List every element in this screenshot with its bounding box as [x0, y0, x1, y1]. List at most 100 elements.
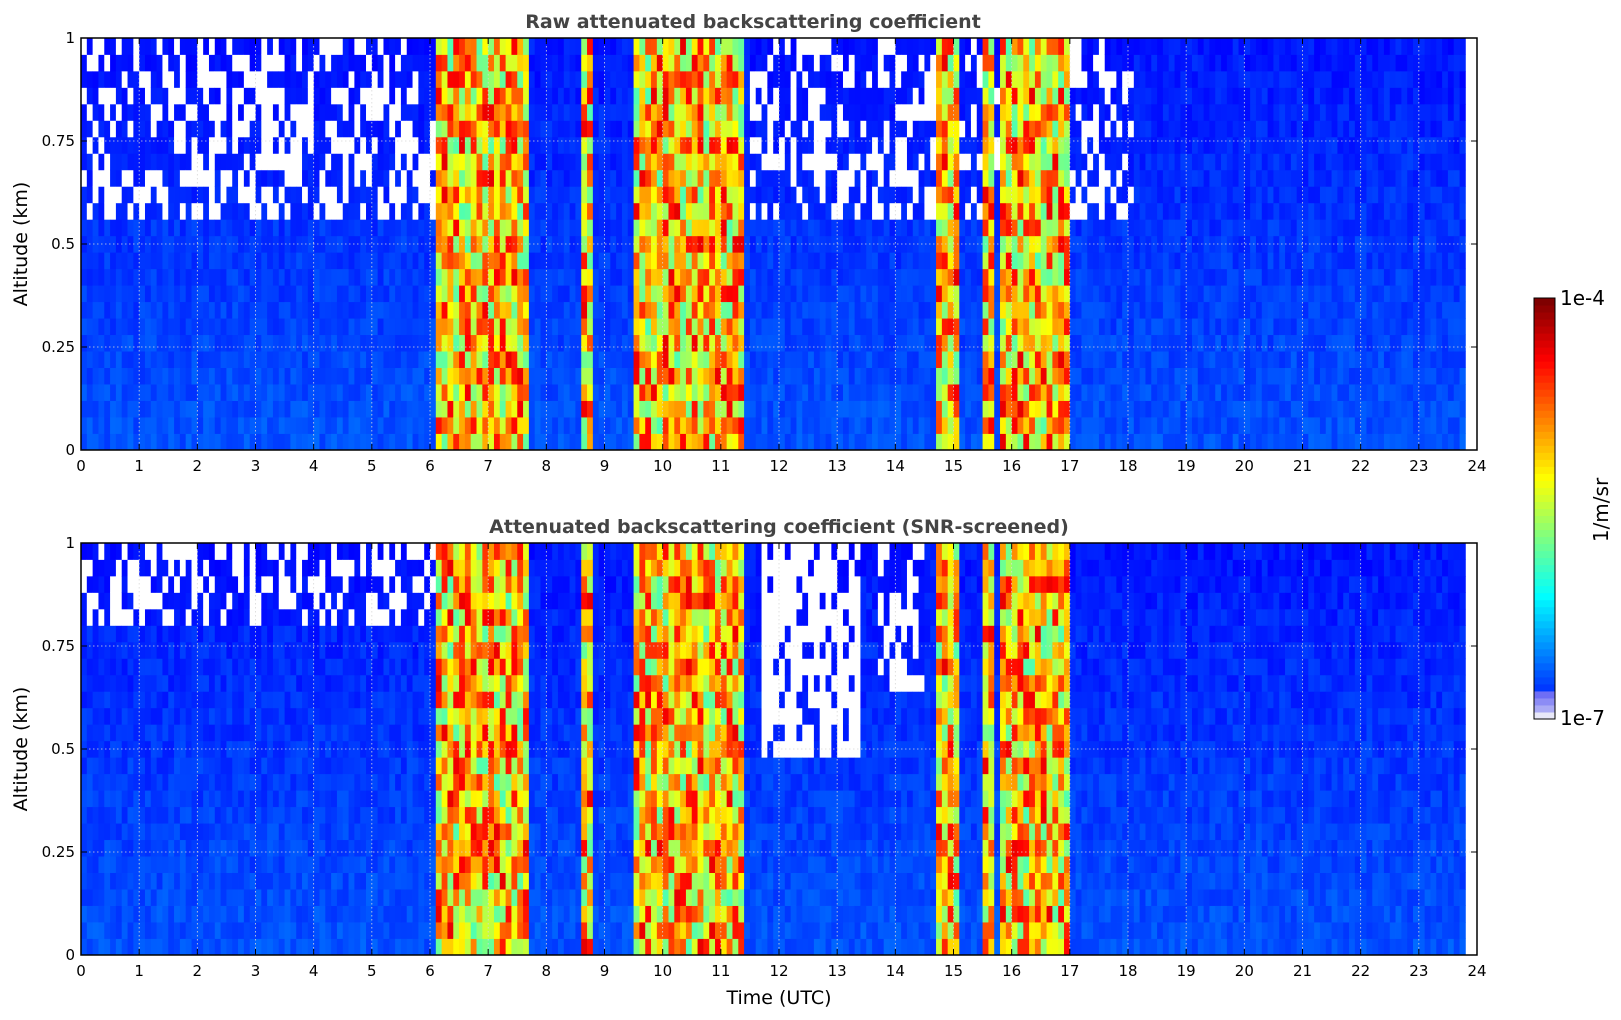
heatmap-cell	[645, 334, 652, 352]
heatmap-cell	[1064, 433, 1071, 451]
heatmap-cell	[377, 54, 384, 72]
heatmap-cell	[162, 103, 169, 121]
heatmap-cell	[1116, 400, 1123, 418]
heatmap-cell	[139, 268, 146, 286]
heatmap-cell	[1221, 334, 1228, 352]
heatmap-cell	[476, 38, 483, 55]
heatmap-cell	[139, 103, 146, 121]
heatmap-cell	[1069, 301, 1077, 319]
heatmap-cell	[697, 367, 704, 385]
heatmap-cell	[540, 38, 547, 55]
heatmap-cell	[1238, 351, 1245, 368]
heatmap-cell	[412, 169, 419, 187]
heatmap-cell	[976, 301, 983, 319]
heatmap-cell	[1226, 120, 1234, 138]
heatmap-cell	[336, 219, 344, 237]
heatmap-cell	[842, 54, 850, 72]
heatmap-cell	[697, 268, 704, 286]
heatmap-cell	[267, 252, 274, 270]
heatmap-cell	[1157, 120, 1164, 138]
heatmap-cell	[802, 400, 809, 418]
heatmap-cell	[1197, 301, 1205, 319]
heatmap-cell	[691, 70, 698, 88]
heatmap-cell	[238, 318, 245, 336]
heatmap-cell	[127, 103, 134, 121]
heatmap-cell	[430, 351, 437, 368]
heatmap-cell	[1128, 169, 1135, 187]
heatmap-cell	[1128, 153, 1135, 171]
heatmap-cell	[232, 351, 239, 368]
heatmap-cell	[203, 351, 210, 368]
heatmap-cell	[749, 54, 757, 72]
heatmap-cell	[366, 400, 373, 418]
heatmap-cell	[1075, 384, 1082, 401]
heatmap-cell	[389, 219, 396, 237]
heatmap-cell	[744, 417, 751, 434]
heatmap-cell	[435, 384, 443, 401]
heatmap-cell	[482, 153, 489, 171]
heatmap-cell	[1133, 219, 1141, 237]
heatmap-cell	[290, 136, 297, 154]
heatmap-cell	[261, 334, 268, 352]
heatmap-cell	[1209, 153, 1216, 171]
heatmap-cell	[761, 153, 768, 171]
heatmap-cell	[715, 351, 722, 368]
heatmap-cell	[406, 301, 413, 319]
heatmap-cell	[377, 351, 384, 368]
heatmap-cell	[98, 120, 105, 138]
heatmap-cell	[1122, 87, 1129, 105]
heatmap-cell	[1081, 351, 1088, 368]
heatmap-cell	[819, 186, 826, 204]
heatmap-cell	[104, 268, 111, 286]
heatmap-cell	[1034, 285, 1042, 303]
heatmap-cell	[831, 433, 838, 451]
heatmap-cell	[703, 87, 710, 105]
heatmap-cell	[616, 38, 623, 55]
heatmap-cell	[1151, 70, 1158, 88]
heatmap-cell	[284, 334, 291, 352]
heatmap-cell	[709, 252, 716, 270]
heatmap-cell	[1046, 153, 1053, 171]
heatmap-cell	[1133, 318, 1141, 336]
heatmap-cell	[825, 169, 832, 187]
heatmap-cell	[744, 186, 751, 204]
heatmap-cell	[528, 268, 536, 286]
heatmap-cell	[278, 38, 285, 55]
heatmap-cell	[534, 400, 541, 418]
heatmap-cell	[1238, 186, 1245, 204]
heatmap-cell	[697, 351, 704, 368]
heatmap-cell	[208, 87, 216, 105]
heatmap-cell	[924, 186, 931, 204]
heatmap-cell	[86, 70, 94, 88]
heatmap-cell	[569, 334, 576, 352]
heatmap-cell	[336, 235, 344, 253]
heatmap-cell	[1226, 301, 1234, 319]
heatmap-cell	[360, 367, 367, 385]
heatmap-cell	[226, 202, 233, 220]
heatmap-cell	[633, 38, 640, 55]
heatmap-cell	[156, 87, 163, 105]
heatmap-cell	[441, 252, 448, 270]
heatmap-cell	[470, 169, 477, 187]
heatmap-cell	[238, 202, 245, 220]
heatmap-cell	[1122, 318, 1129, 336]
heatmap-cell	[1093, 202, 1100, 220]
heatmap-cell	[272, 285, 280, 303]
heatmap-cell	[307, 268, 315, 286]
heatmap-cell	[482, 186, 489, 204]
heatmap-cell	[552, 252, 559, 270]
heatmap-cell	[680, 38, 687, 55]
heatmap-cell	[1186, 54, 1193, 72]
heatmap-cell	[424, 334, 431, 352]
heatmap-cell	[703, 301, 710, 319]
heatmap-cell	[1011, 87, 1018, 105]
heatmap-cell	[325, 87, 332, 105]
heatmap-cell	[1098, 169, 1106, 187]
heatmap-cell	[866, 301, 873, 319]
heatmap-cell	[1098, 252, 1106, 270]
heatmap-cell	[970, 318, 978, 336]
heatmap-cell	[1069, 417, 1077, 434]
heatmap-cell	[1093, 285, 1100, 303]
heatmap-cell	[278, 136, 285, 154]
heatmap-cell	[255, 38, 262, 55]
